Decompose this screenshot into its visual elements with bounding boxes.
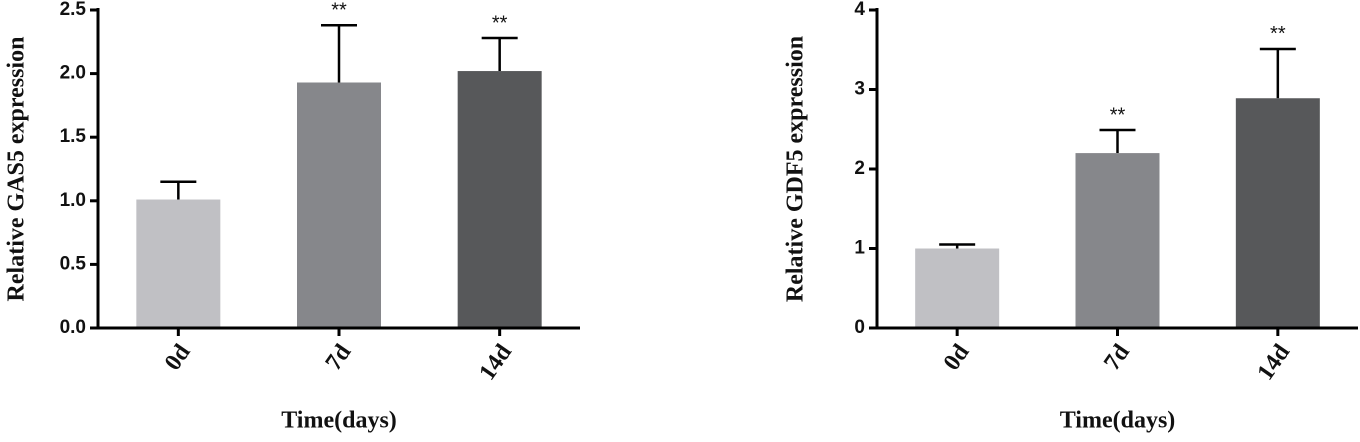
y-axis-label: Relative GAS5 expression <box>4 37 30 302</box>
x-tick-label: 0d <box>939 339 975 375</box>
bar <box>1235 98 1320 329</box>
y-tick-label: 2 <box>854 158 865 179</box>
significance-label: ** <box>1270 23 1286 45</box>
bar <box>136 199 221 328</box>
bar <box>457 71 542 328</box>
significance-label: ** <box>1110 104 1126 126</box>
y-tick-label: 0 <box>854 317 865 338</box>
bar <box>915 248 1000 328</box>
y-tick-label: 0.0 <box>60 317 86 338</box>
y-tick-label: 1.5 <box>60 126 87 147</box>
bar <box>1075 153 1160 328</box>
significance-label: ** <box>492 12 508 34</box>
x-tick-label: 14d <box>474 339 517 385</box>
significance-label: ** <box>331 0 347 22</box>
x-axis-label: Time(days) <box>1060 408 1176 434</box>
y-tick-label: 2.5 <box>60 0 87 20</box>
x-tick-label: 14d <box>1253 339 1296 385</box>
y-tick-label: 1.0 <box>60 190 86 211</box>
x-axis-label: Time(days) <box>281 408 397 434</box>
y-tick-label: 4 <box>854 0 865 20</box>
y-axis-label: Relative GDF5 expression <box>783 36 809 302</box>
y-tick-label: 3 <box>854 79 865 100</box>
x-tick-label: 0d <box>160 339 196 375</box>
y-tick-label: 1 <box>854 238 865 259</box>
bar <box>297 82 381 328</box>
y-tick-label: 2.0 <box>60 63 86 84</box>
x-tick-label: 7d <box>321 339 357 375</box>
y-tick-label: 0.5 <box>60 253 87 274</box>
x-tick-label: 7d <box>1099 339 1135 375</box>
